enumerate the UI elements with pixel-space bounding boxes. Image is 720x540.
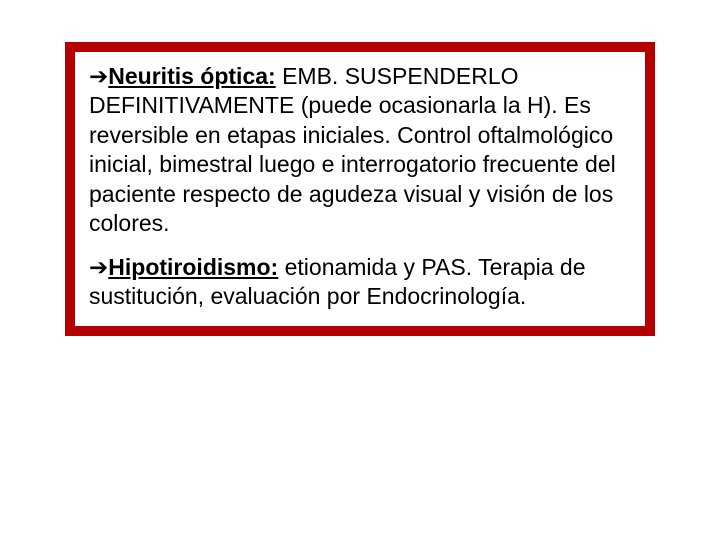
chevron-right-icon: ➔: [89, 63, 108, 89]
list-item: ➔Neuritis óptica: EMB. SUSPENDERLO DEFIN…: [89, 62, 631, 239]
chevron-right-icon: ➔: [89, 254, 108, 280]
list-item: ➔Hipotiroidismo: etionamida y PAS. Terap…: [89, 253, 631, 312]
item-term: Hipotiroidismo:: [108, 254, 278, 280]
item-term: Neuritis óptica:: [108, 63, 275, 89]
info-panel: ➔Neuritis óptica: EMB. SUSPENDERLO DEFIN…: [65, 42, 655, 336]
